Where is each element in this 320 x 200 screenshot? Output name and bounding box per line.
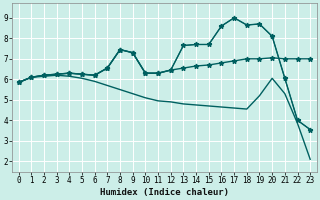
X-axis label: Humidex (Indice chaleur): Humidex (Indice chaleur) (100, 188, 229, 197)
